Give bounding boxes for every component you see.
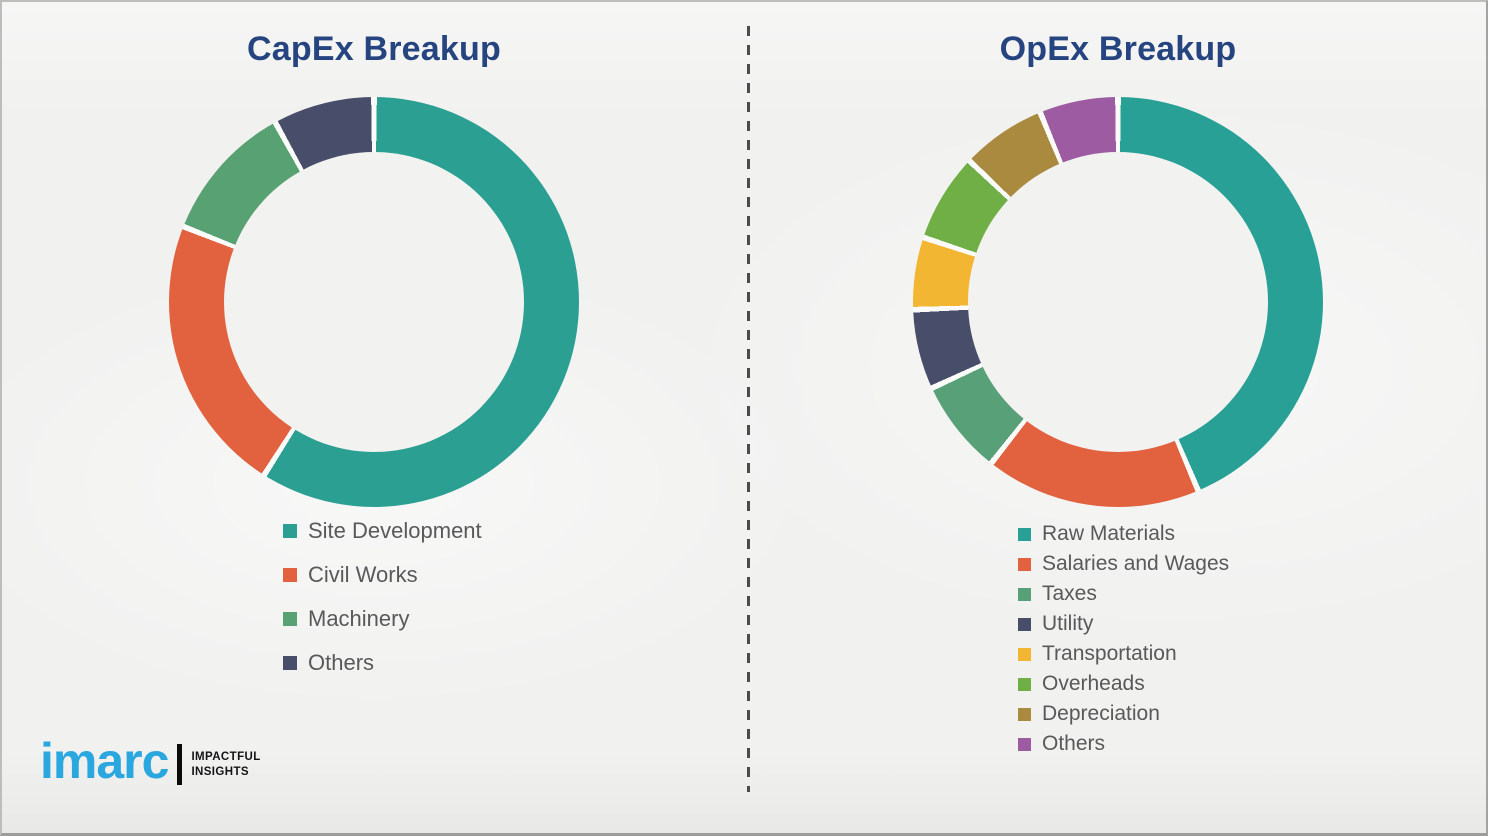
legend-item: Taxes [1018,579,1229,609]
legend-label: Transportation [1042,642,1177,665]
legend-item: Site Development [283,509,482,553]
legend-item: Salaries and Wages [1018,549,1229,579]
opex-donut-chart [913,97,1323,507]
legend-swatch [1018,527,1031,541]
legend-label: Site Development [308,518,482,543]
opex-donut-hole [968,152,1268,452]
logo-tagline: IMPACTFUL INSIGHTS [191,750,260,780]
capex-chart-title: CapEx Breakup [247,30,501,68]
legend-swatch [1018,677,1031,691]
legend-item: Others [1018,729,1229,759]
logo-tagline-line1: IMPACTFUL [191,750,261,763]
legend-label: Taxes [1042,582,1097,605]
legend-item: Depreciation [1018,699,1229,729]
imarc-logo-wordmark: imarc [40,733,169,789]
legend-swatch [1018,647,1031,661]
capex-chart-panel: CapEx Breakup Site Development Civil Work… [2,2,746,833]
opex-legend: Raw Materials Salaries and Wages Taxes Util… [1018,519,1229,759]
legend-item: Overheads [1018,669,1229,699]
legend-item: Transportation [1018,639,1229,669]
legend-swatch [283,524,297,538]
legend-label: Civil Works [308,562,418,587]
legend-label: Machinery [308,606,410,631]
legend-swatch [1018,737,1031,751]
legend-swatch [283,656,297,670]
legend-item: Raw Materials [1018,519,1229,549]
legend-swatch [283,612,297,626]
legend-item: Civil Works [283,553,482,597]
logo-divider-bar [177,744,183,786]
capex-donut-hole [224,152,524,452]
legend-label: Raw Materials [1042,522,1176,545]
legend-item: Others [283,641,482,685]
legend-label: Depreciation [1042,702,1160,725]
legend-label: Utility [1042,612,1094,635]
legend-swatch [283,568,297,582]
legend-swatch [1018,617,1031,631]
legend-item: Machinery [283,597,482,641]
imarc-logo: imarc IMPACTFUL INSIGHTS [40,733,261,789]
opex-chart-panel: OpEx Breakup Raw Materials Salaries and W… [746,2,1486,833]
legend-label: Salaries and Wages [1042,552,1230,575]
logo-tagline-line2: INSIGHTS [191,765,249,778]
legend-label: Overheads [1042,672,1145,695]
legend-item: Utility [1018,609,1229,639]
capex-donut-chart [169,97,579,507]
legend-swatch [1018,707,1031,721]
legend-swatch [1018,557,1031,571]
legend-label: Others [1042,732,1106,755]
capex-legend: Site Development Civil Works Machinery Othe… [283,509,482,685]
vertical-dashed-divider [747,26,750,792]
legend-swatch [1018,587,1031,601]
opex-chart-title: OpEx Breakup [999,30,1237,68]
legend-label: Others [308,650,375,675]
